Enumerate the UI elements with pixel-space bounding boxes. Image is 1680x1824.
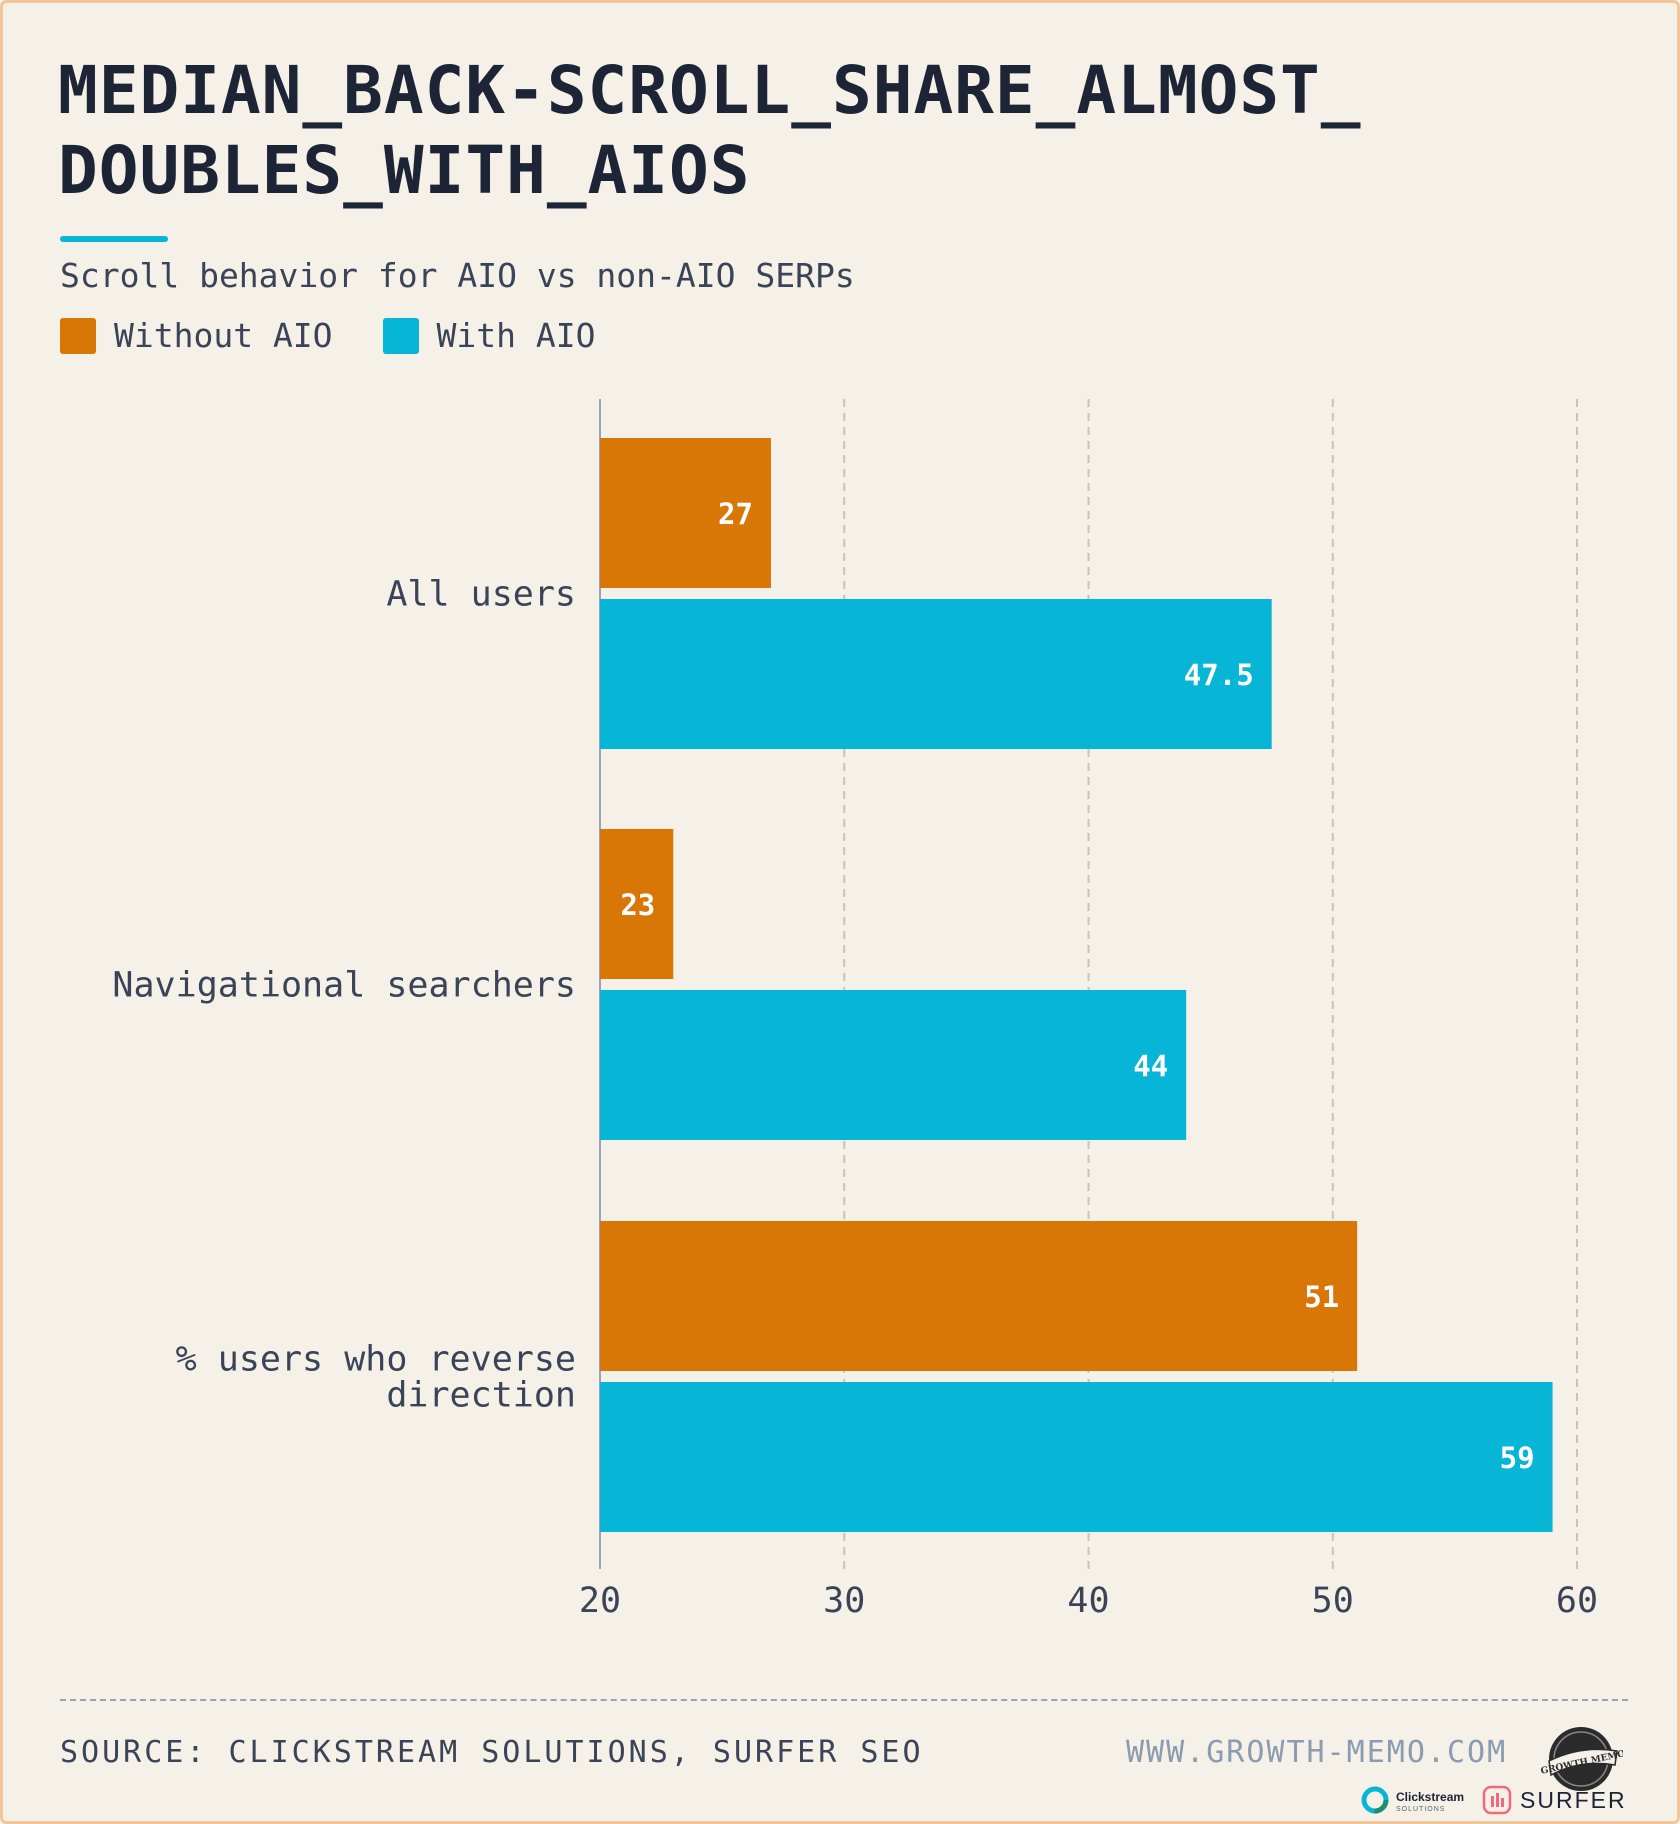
clickstream-ring-icon — [1361, 1786, 1389, 1814]
surfer-logo-text: SURFER — [1520, 1786, 1627, 1813]
clickstream-logo: Clickstream SOLUTIONS — [1360, 1785, 1464, 1815]
legend-label-without-aio: Without AIO — [114, 316, 333, 355]
bar — [600, 1382, 1553, 1532]
bar-chart: 20 30 40 50 60 27 47.5 All users 23 44 Navigationa… — [112, 399, 1598, 1621]
chart-title: MEDIAN_BACK-SCROLL_SHARE_ALMOST_ DOUBLES… — [58, 51, 1558, 211]
chart-title-line-2: DOUBLES_WITH_AIOS — [58, 132, 751, 209]
bar-value-label: 27 — [718, 497, 753, 531]
x-tick-label: 60 — [1556, 1581, 1598, 1621]
legend-item-without-aio: Without AIO — [60, 316, 333, 355]
growth-memo-badge-icon: GROWTH MEMO — [1541, 1727, 1623, 1791]
surfer-logo: SURFER — [1482, 1785, 1627, 1815]
bar-value-label: 23 — [620, 888, 655, 922]
category-label: direction — [386, 1376, 576, 1416]
x-tick-label: 20 — [579, 1581, 621, 1621]
website-url[interactable]: WWW.GROWTH-MEMO.COM — [1126, 1735, 1508, 1770]
bar — [600, 829, 674, 979]
category-label: All users — [386, 575, 576, 615]
chart-subtitle: Scroll behavior for AIO vs non-AIO SERPs — [60, 256, 855, 295]
x-tick-label: 40 — [1067, 1581, 1109, 1621]
category-label: Navigational searchers — [112, 966, 576, 1006]
legend-item-with-aio: With AIO — [382, 316, 596, 355]
legend: Without AIO With AIO — [60, 316, 646, 355]
bar-value-label: 44 — [1133, 1049, 1168, 1083]
bar — [600, 438, 771, 588]
partner-logos: Clickstream SOLUTIONS SURFER — [1360, 1785, 1627, 1815]
chart-title-line-1: MEDIAN_BACK-SCROLL_SHARE_ALMOST_ — [58, 52, 1362, 129]
clickstream-logo-sub: SOLUTIONS — [1396, 1805, 1446, 1813]
bar — [600, 990, 1187, 1140]
title-accent-line — [60, 236, 168, 242]
legend-label-with-aio: With AIO — [436, 316, 596, 355]
clickstream-logo-text: Clickstream — [1396, 1789, 1465, 1804]
bar — [600, 599, 1272, 749]
bar-value-label: 59 — [1500, 1441, 1535, 1475]
bar-value-label: 47.5 — [1184, 658, 1254, 692]
legend-swatch-with-aio — [382, 317, 419, 354]
source-note: SOURCE: CLICKSTREAM SOLUTIONS, SURFER SE… — [60, 1735, 924, 1770]
bar — [600, 1221, 1358, 1371]
x-tick-label: 30 — [823, 1581, 865, 1621]
footer-divider — [60, 1699, 1628, 1701]
surfer-bars-icon — [1482, 1785, 1512, 1815]
legend-swatch-without-aio — [60, 317, 96, 354]
category-label: % users who reverse — [176, 1340, 576, 1380]
x-tick-label: 50 — [1312, 1581, 1354, 1621]
bar-value-label: 51 — [1304, 1280, 1339, 1314]
